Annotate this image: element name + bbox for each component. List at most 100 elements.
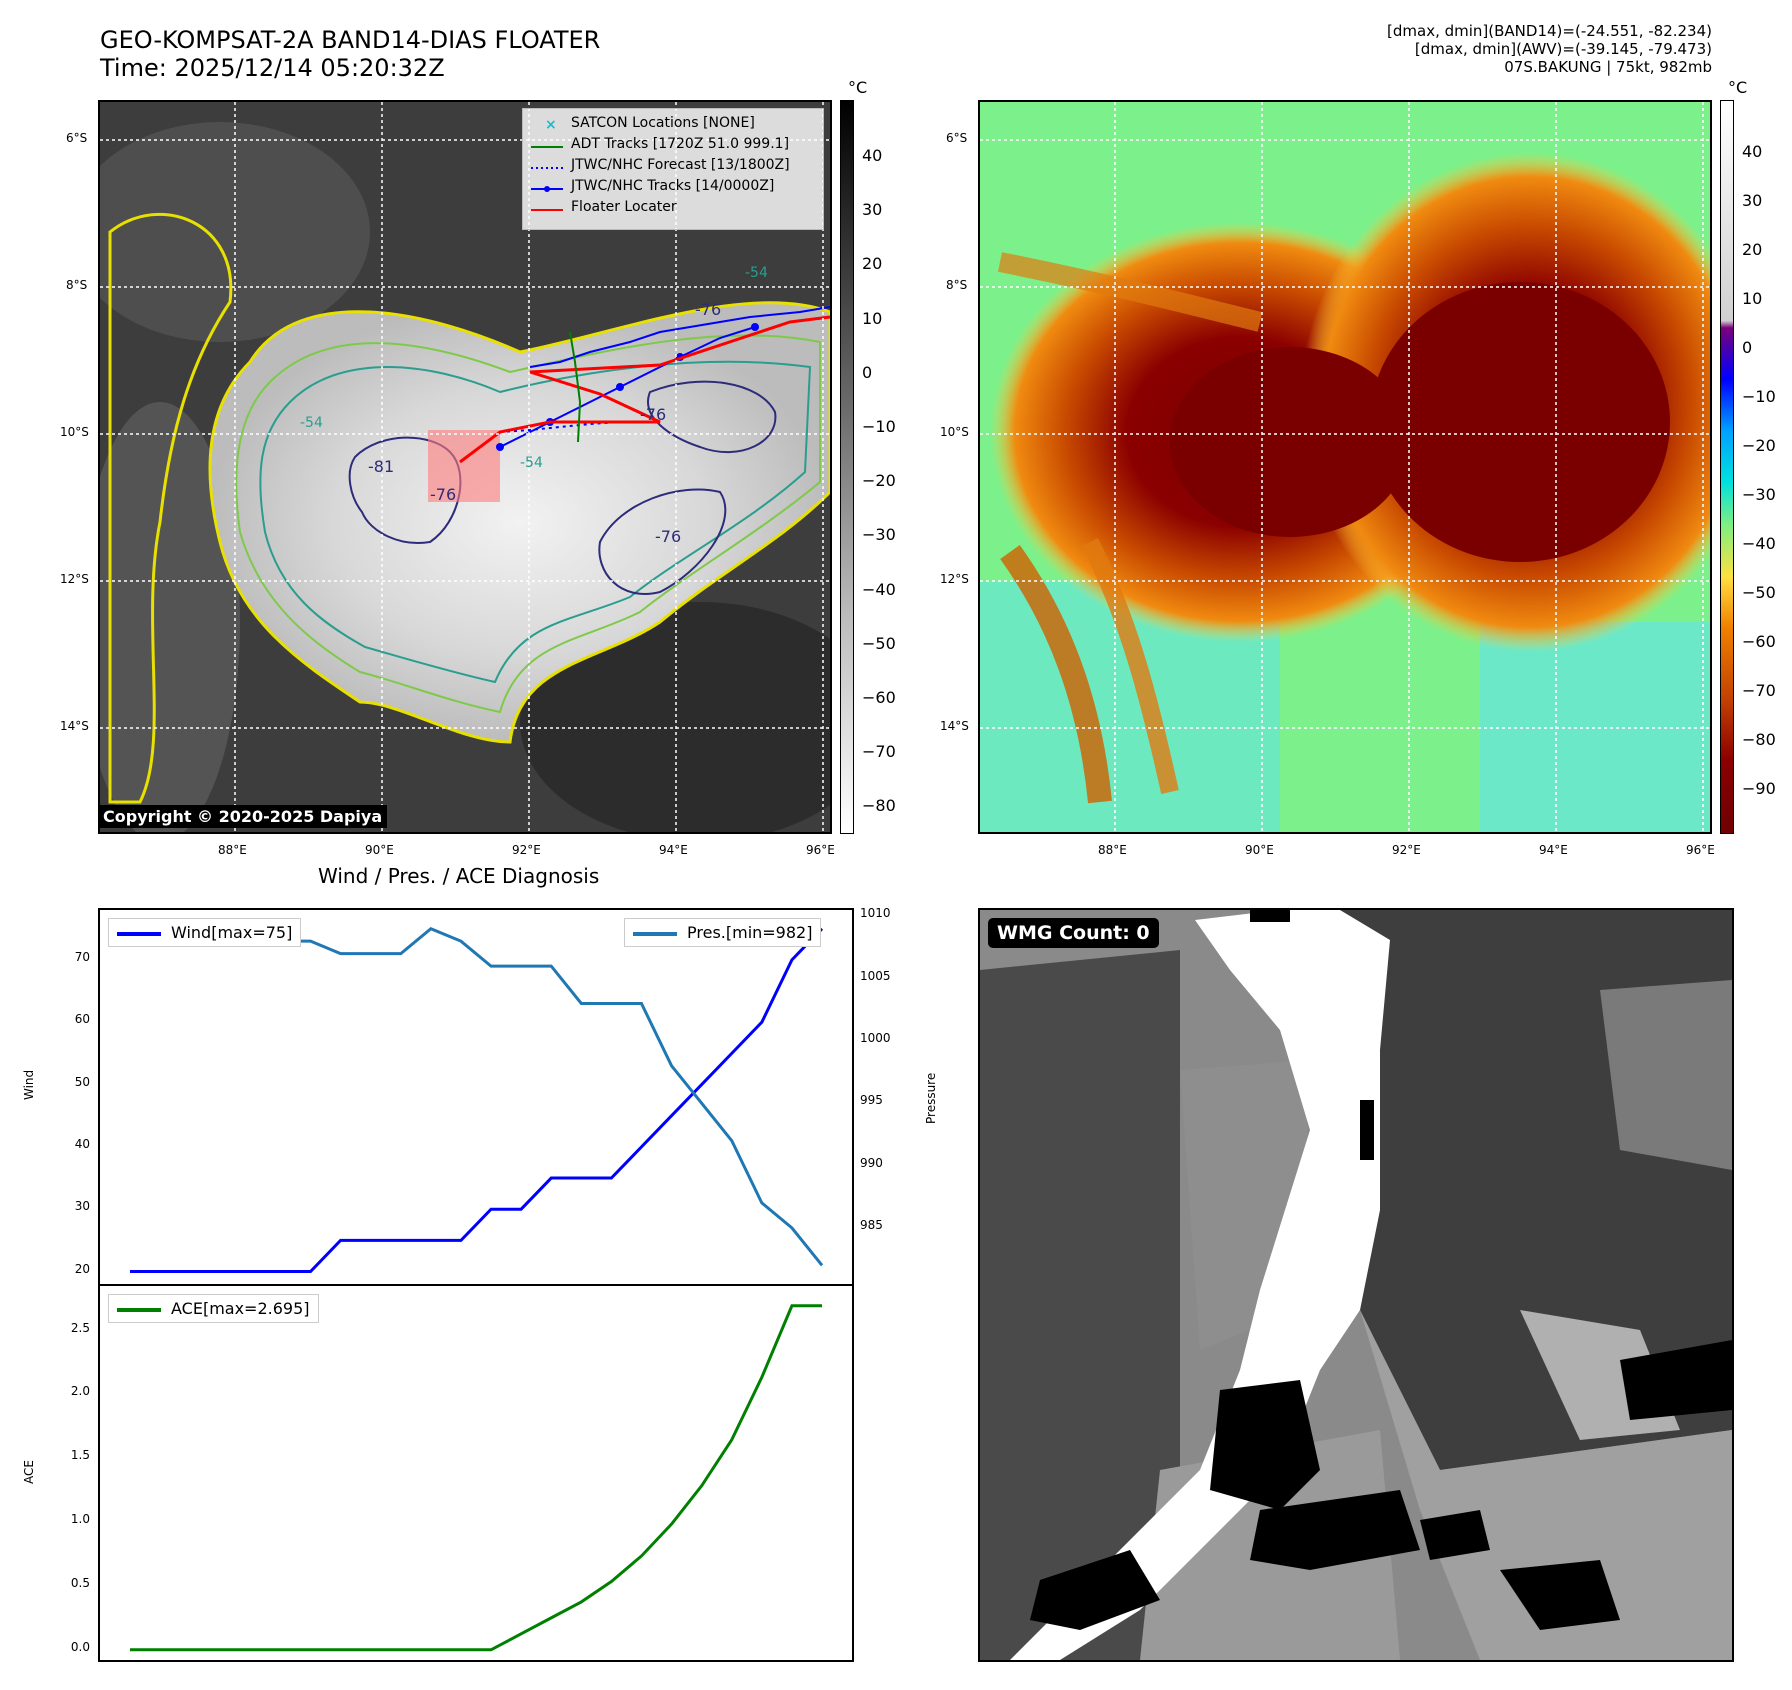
lat-label: 10°S xyxy=(60,425,89,439)
colorbar-color-tick-label: 10 xyxy=(1742,289,1763,308)
lat-label: 14°S xyxy=(60,719,89,733)
figure-title: GEO-KOMPSAT-2A BAND14-DIAS FLOATER Time:… xyxy=(100,26,600,82)
lon-label: 96°E xyxy=(1686,843,1715,857)
colorbar-color-tick-label: 0 xyxy=(1742,338,1753,357)
lat-label: 6°S xyxy=(66,131,88,145)
pressure-series-line xyxy=(130,926,824,1267)
cold-top-west xyxy=(1170,347,1410,537)
floater-locater-line xyxy=(459,315,830,464)
wind-tick-label: 60 xyxy=(74,1012,90,1027)
meta-line-3: 07S.BAKUNG | 75kt, 982mb xyxy=(1504,58,1712,76)
colorbar-color-tick-label: 40 xyxy=(1742,142,1763,161)
colorbar-color-tick-label: 30 xyxy=(1742,191,1763,210)
title-line-1: GEO-KOMPSAT-2A BAND14-DIAS FLOATER xyxy=(100,26,601,54)
track-point xyxy=(751,323,759,331)
colorbar-color-tick-label: −40 xyxy=(1742,534,1776,553)
y-axis-title-wind: Wind xyxy=(22,1069,36,1100)
colorbar-gray-tick-label: 30 xyxy=(862,200,883,220)
legend-item-satcon: SATCON Locations [NONE] xyxy=(571,115,755,131)
ace-tick-label: 2.0 xyxy=(70,1384,90,1399)
wind-tick-label: 50 xyxy=(74,1074,90,1089)
legend-item-adt: ADT Tracks [1720Z 51.0 999.1] xyxy=(571,136,790,152)
legend-ace: ACE[max=2.695] xyxy=(108,1294,319,1323)
legend-swatches: × xyxy=(531,117,563,211)
copyright-label: Copyright © 2020-2025 Dapiya xyxy=(98,805,388,828)
wind-tick-label: 30 xyxy=(74,1199,90,1214)
colorbar-gray-tick-label: 40 xyxy=(862,146,883,165)
colorbar-color-tick-label: −30 xyxy=(1742,485,1776,504)
contour-yellow-main xyxy=(208,301,830,744)
colorbar-color-tick-label: −20 xyxy=(1742,436,1776,455)
lat-label: 10°S xyxy=(940,425,969,439)
colorbar-color-tick-label: −50 xyxy=(1742,583,1776,602)
wmg-panel xyxy=(978,908,1734,1662)
lat-label: 8°S xyxy=(946,278,968,292)
legend-satcon-marker: × xyxy=(545,117,557,133)
legend-item-forecast: JTWC/NHC Forecast [13/1800Z] xyxy=(571,157,790,173)
ir-map-svg: -76 -81 -76 -76 -76 -54 -54 -54 xyxy=(100,102,830,832)
lon-label: 94°E xyxy=(1539,843,1568,857)
colorbar-gray-tick-label: 10 xyxy=(862,308,883,328)
lon-label: 92°E xyxy=(1392,843,1421,857)
colorbar-gray-tick-label: 0 xyxy=(862,362,873,382)
lon-label: 94°E xyxy=(659,843,688,857)
legend-wind-swatch xyxy=(117,932,161,936)
legend-item-tracks: JTWC/NHC Tracks [14/0000Z] xyxy=(571,178,775,194)
wind-pressure-panel xyxy=(98,908,854,1286)
contour-label: -76 xyxy=(695,300,721,319)
cold-top-east xyxy=(1370,282,1670,562)
legend-track-marker xyxy=(544,186,550,192)
contour-label: -81 xyxy=(368,457,394,476)
contour-label: -54 xyxy=(745,265,768,281)
colorbar-color-tick-label: −60 xyxy=(1742,632,1776,651)
jtwc-track-south xyxy=(499,326,756,448)
colorbar-color-tick-label: −10 xyxy=(1742,387,1776,406)
track-point xyxy=(616,383,624,391)
lon-label: 88°E xyxy=(1098,843,1127,857)
title-line-2: Time: 2025/12/14 05:20:32Z xyxy=(100,54,445,82)
lat-label: 12°S xyxy=(60,572,89,586)
legend-item-floater: Floater Locater xyxy=(571,199,677,215)
wind-tick-label: 70 xyxy=(74,949,90,964)
meta-line-2: [dmax, dmin](AWV)=(-39.145, -79.473) xyxy=(1414,40,1712,58)
y-axis-title-ace: ACE xyxy=(22,1460,36,1484)
contour-green xyxy=(235,334,821,714)
lon-label: 90°E xyxy=(365,843,394,857)
colorbar-unit-right: °C xyxy=(1728,78,1748,97)
ace-tick-label: 0.0 xyxy=(70,1639,90,1654)
figure-meta: [dmax, dmin](BAND14)=(-24.551, -82.234) … xyxy=(1387,22,1712,76)
ace-panel xyxy=(98,1284,854,1662)
wind-pressure-svg xyxy=(130,926,824,1274)
enhanced-map-panel xyxy=(978,100,1712,834)
lon-label: 90°E xyxy=(1245,843,1274,857)
wmg-count-badge: WMG Count: 0 xyxy=(988,918,1159,948)
pressure-tick-label: 990 xyxy=(860,1155,883,1170)
track-point xyxy=(496,443,504,451)
wind-tick-label: 40 xyxy=(74,1136,90,1151)
contour-navy-core xyxy=(348,436,462,544)
wmg-svg xyxy=(980,910,1732,1660)
colorbar-color-tick-label: −90 xyxy=(1742,779,1776,798)
enhanced-map-svg xyxy=(980,102,1710,832)
pressure-tick-label: 1000 xyxy=(860,1030,891,1045)
lon-label: 96°E xyxy=(806,843,835,857)
pressure-tick-label: 985 xyxy=(860,1217,883,1232)
contour-label: -76 xyxy=(655,527,681,546)
legend-wind-label: Wind[max=75] xyxy=(171,923,293,942)
ace-tick-label: 0.5 xyxy=(70,1575,90,1590)
colorbar-gray-tick-label: −40 xyxy=(862,579,896,599)
lat-label: 12°S xyxy=(940,572,969,586)
colorbar-gray xyxy=(840,100,854,834)
contour-label: -54 xyxy=(300,415,323,431)
colorbar-gray-tick-label: −70 xyxy=(862,742,896,762)
legend-wind: Wind[max=75] xyxy=(108,918,302,947)
contour-label: -54 xyxy=(520,455,543,471)
colorbar-unit-left: °C xyxy=(848,78,868,97)
contour-label: -76 xyxy=(640,405,666,424)
lat-label: 8°S xyxy=(66,278,88,292)
colorbar-gray-tick-label: −80 xyxy=(862,796,896,816)
meta-line-1: [dmax, dmin](BAND14)=(-24.551, -82.234) xyxy=(1387,22,1712,40)
adt-track xyxy=(569,331,582,443)
white-band xyxy=(1010,910,1390,1660)
colorbar-gray-tick-label: −50 xyxy=(862,633,896,653)
